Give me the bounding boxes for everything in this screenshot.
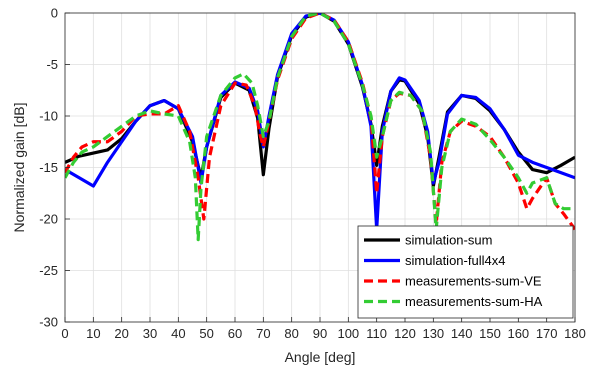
- legend-label: measurements-sum-HA: [405, 294, 543, 309]
- x-axis-label: Angle [deg]: [285, 349, 356, 365]
- y-axis-label: Normalized gain [dB]: [11, 103, 27, 233]
- y-tick-label: -10: [39, 109, 58, 124]
- ticks: 0 10 20 30 40 50 60 70 80 90 100 110 120 130 140 150 160…: [39, 6, 586, 342]
- legend-label: simulation-sum: [405, 233, 492, 248]
- y-tick-label: -20: [39, 212, 58, 227]
- x-tick-label: 0: [61, 326, 68, 341]
- series-layer: [65, 13, 575, 242]
- y-tick-label: 0: [51, 6, 58, 21]
- x-tick-label: 130: [422, 326, 444, 341]
- x-tick-label: 100: [337, 326, 359, 341]
- x-tick-label: 90: [313, 326, 327, 341]
- y-tick-label: -25: [39, 263, 58, 278]
- x-tick-label: 20: [114, 326, 128, 341]
- x-tick-label: 140: [451, 326, 473, 341]
- y-tick-label: -5: [46, 57, 58, 72]
- x-tick-label: 160: [507, 326, 529, 341]
- legend-label: measurements-sum-VE: [405, 274, 542, 289]
- x-tick-label: 30: [143, 326, 157, 341]
- x-tick-label: 120: [394, 326, 416, 341]
- x-tick-label: 80: [284, 326, 298, 341]
- x-tick-label: 110: [366, 326, 387, 341]
- x-tick-label: 180: [564, 326, 586, 341]
- x-tick-label: 60: [228, 326, 242, 341]
- x-tick-label: 70: [256, 326, 270, 341]
- legend-label: simulation-full4x4: [405, 253, 505, 268]
- series-line-measurements-sum-HA: [65, 13, 575, 242]
- x-tick-label: 170: [536, 326, 558, 341]
- x-tick-label: 10: [86, 326, 100, 341]
- x-tick-label: 150: [479, 326, 501, 341]
- y-tick-label: -15: [39, 160, 58, 175]
- legend: simulation-sum simulation-full4x4 measurem…: [357, 225, 574, 319]
- x-tick-label: 40: [171, 326, 185, 341]
- x-tick-label: 50: [199, 326, 213, 341]
- y-tick-label: -30: [39, 315, 58, 330]
